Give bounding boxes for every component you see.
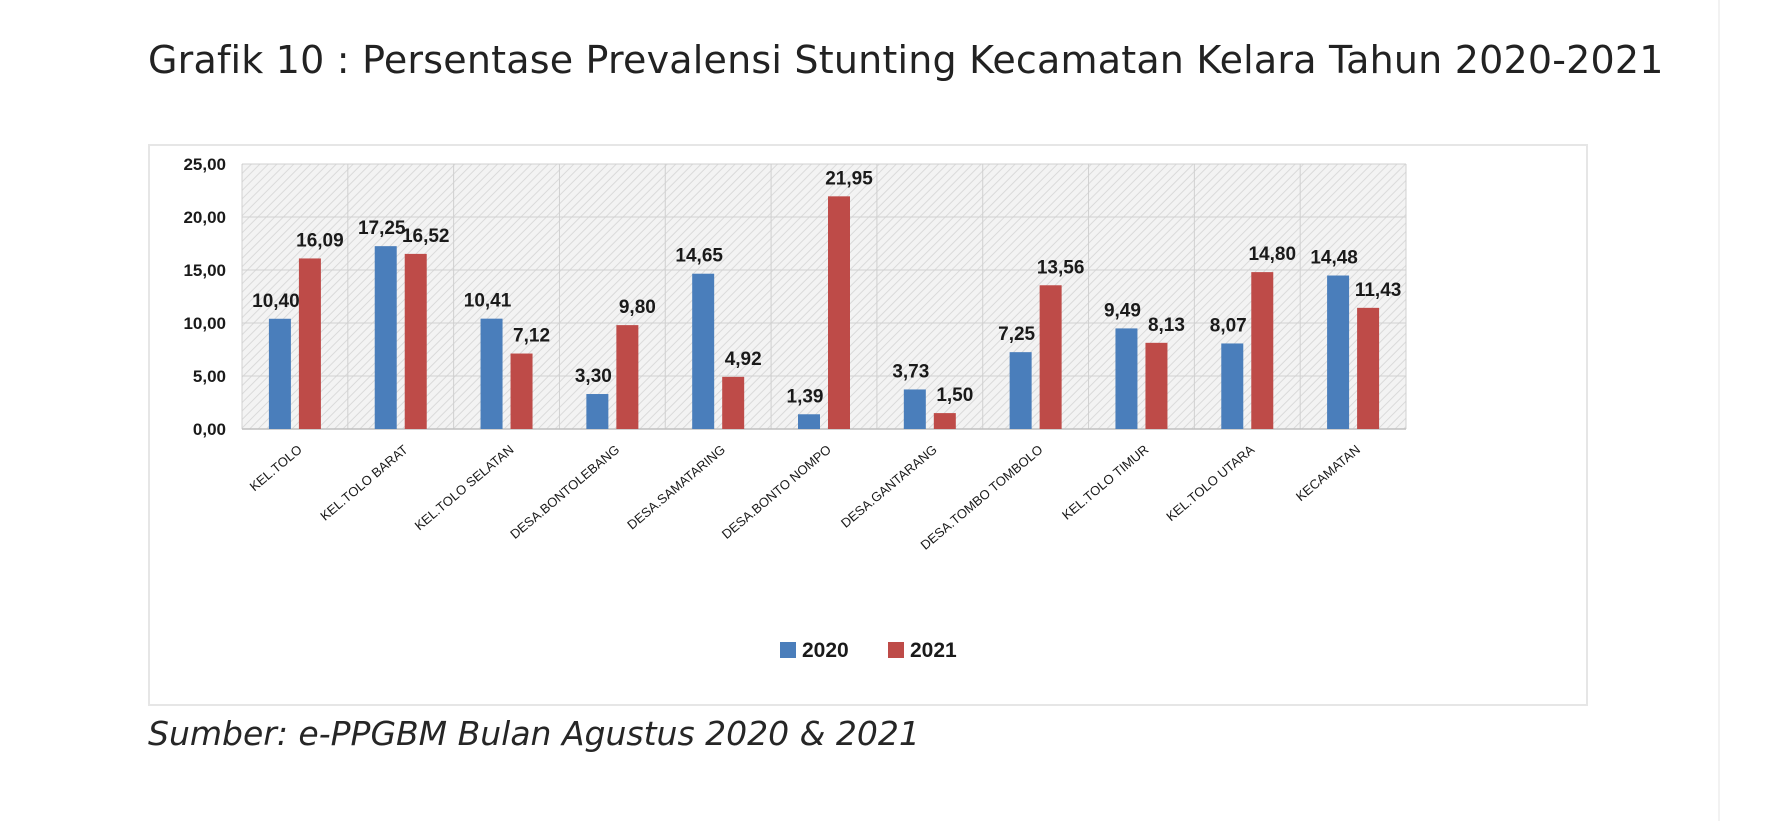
y-tick-label: 15,00 [183, 261, 226, 280]
x-tick-label: DESA.BONTOLEBANG [507, 442, 622, 542]
bar-2021 [1251, 272, 1274, 429]
legend-label: 2021 [910, 639, 957, 662]
data-label: 1,39 [787, 386, 824, 407]
chart-frame: 0,00 5,00 10,00 15,00 20,00 25,00 10,40 16,09 1… [148, 144, 1588, 706]
bar-2021 [828, 196, 850, 429]
bar-2020 [1327, 275, 1350, 429]
x-tick-label: KEL.TOLO BARAT [317, 442, 410, 524]
bar-2020 [1009, 352, 1032, 429]
bar-2020 [586, 394, 609, 429]
data-label: 16,52 [402, 226, 450, 247]
bar-2021 [722, 376, 745, 429]
page-edge-divider [1718, 0, 1720, 821]
bar-2020 [480, 318, 503, 429]
data-label: 1,50 [936, 385, 973, 406]
bar-2020 [1115, 328, 1138, 429]
data-label: 14,80 [1248, 244, 1296, 265]
data-label: 3,73 [892, 361, 929, 382]
bar-2020 [374, 246, 397, 429]
legend-label: 2020 [802, 639, 849, 662]
bar-2021 [1039, 285, 1062, 429]
x-tick-label: KEL.TOLO [247, 442, 305, 494]
bar-2021 [298, 258, 321, 429]
bar-2020 [903, 389, 926, 429]
x-tick-label: KECAMATAN [1293, 442, 1363, 504]
y-tick-label: 25,00 [183, 155, 226, 174]
data-label: 13,56 [1037, 257, 1085, 278]
data-label: 4,92 [725, 349, 762, 370]
data-label: 11,43 [1355, 280, 1402, 301]
data-label: 14,48 [1310, 248, 1358, 269]
x-tick-label: DESA.GANTARANG [838, 442, 940, 531]
plot-area [242, 164, 1406, 429]
bar-2020 [268, 318, 291, 429]
y-tick-label: 5,00 [193, 367, 226, 386]
data-label: 9,80 [619, 297, 656, 318]
legend-swatch [888, 642, 904, 658]
source-note: Sumber: e-PPGBM Bulan Agustus 2020 & 202… [148, 714, 920, 753]
data-label: 21,95 [825, 168, 873, 189]
x-tick-label: KEL.TOLO SELATAN [412, 442, 517, 533]
data-label: 8,07 [1210, 315, 1247, 336]
bar-2021 [1357, 307, 1380, 429]
data-label: 7,25 [998, 324, 1035, 345]
bar-2021 [1145, 342, 1168, 429]
y-tick-label: 20,00 [183, 208, 226, 227]
data-label: 8,13 [1148, 315, 1185, 336]
data-label: 14,65 [675, 246, 723, 267]
data-label: 16,09 [296, 230, 344, 251]
y-tick-label: 10,00 [183, 314, 226, 333]
chart-title: Grafik 10 : Persentase Prevalensi Stunti… [148, 38, 1664, 82]
data-label: 17,25 [358, 218, 406, 239]
data-label: 9,49 [1104, 300, 1141, 321]
y-tick-label: 0,00 [193, 420, 226, 439]
x-tick-label: DESA.BONTO NOMPO [719, 442, 834, 542]
x-tick-label: DESA.SAMATARING [624, 442, 728, 533]
bar-2021 [404, 253, 427, 429]
data-label: 10,40 [252, 291, 300, 312]
data-label: 7,12 [513, 326, 550, 347]
bar-2020 [692, 273, 715, 429]
bar-2021 [933, 413, 956, 429]
bar-chart: 0,00 5,00 10,00 15,00 20,00 25,00 10,40 16,09 1… [183, 155, 1407, 662]
data-label: 3,30 [575, 366, 612, 387]
x-tick-label: KEL.TOLO UTARA [1163, 442, 1257, 524]
x-tick-label: DESA.TOMBO TOMBOLO [917, 442, 1045, 553]
bar-2021 [510, 353, 533, 429]
bar-2021 [616, 325, 639, 429]
bar-2020 [798, 414, 820, 429]
legend-swatch [780, 642, 796, 658]
data-label: 10,41 [464, 291, 512, 312]
bar-2020 [1221, 343, 1244, 429]
x-tick-label: KEL.TOLO TIMUR [1059, 442, 1151, 523]
